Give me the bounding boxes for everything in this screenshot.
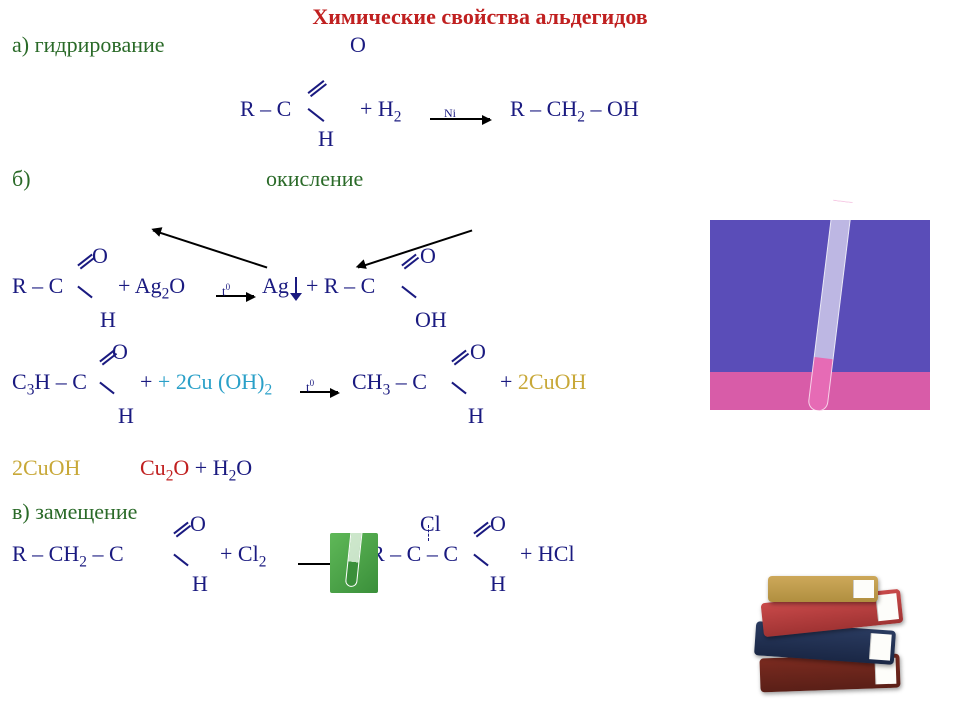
oxidation-label: окисление [266, 166, 363, 191]
ox1-downarrow-head [290, 293, 302, 301]
ox2-H1: H [118, 403, 134, 429]
ox1-ag2o-o: O [169, 273, 185, 298]
ox1-dbond2 [401, 253, 416, 266]
ox2-cuoh2: + 2Cu (OH)2 [158, 369, 272, 394]
ox1-left: R – C [12, 273, 63, 299]
page-title: Химические свойства альдегидов [0, 0, 960, 30]
hydro-right-tail: – OH [585, 96, 639, 121]
hydro-O-top: O [350, 32, 366, 58]
subst-O1: O [190, 511, 206, 537]
ox1-H1: H [100, 307, 116, 333]
subst-hcl: + HCl [520, 541, 575, 567]
ox2-H2: H [468, 403, 484, 429]
subst-left-c: – C [87, 541, 124, 566]
decomp-left: 2CuOH [12, 455, 80, 481]
ox2-ch3: CH [352, 369, 383, 394]
decomp-h2o: + H2O [189, 455, 252, 480]
ox2-O2: O [470, 339, 486, 365]
ox2-cuoh: 2CuOH [518, 369, 586, 394]
subst-rcc: R – C – C [370, 541, 458, 567]
hydro-catalyst: Ni [444, 106, 456, 121]
subst-left-sub: 2 [79, 554, 87, 571]
section-c-label: в) замещение [0, 499, 137, 524]
hydro-sbond [308, 108, 325, 122]
subst-cl2-sub: 2 [259, 554, 267, 571]
test-tube [807, 200, 853, 413]
hydro-H-bot: H [318, 126, 334, 152]
subst-H1: H [192, 571, 208, 597]
hydro-arrow: Ni [430, 118, 490, 120]
section-b-label: б) [0, 166, 31, 191]
decomp-cu2o: Cu2O [140, 455, 189, 480]
book-4 [768, 576, 878, 602]
subst-cl-bond [428, 525, 431, 541]
ox2-h-c: H – C [34, 369, 87, 394]
ox1-O1: O [92, 243, 108, 269]
subst-left: R – CH [12, 541, 79, 566]
hydro-dbond [308, 80, 325, 94]
ox1-ag: Ag [262, 273, 289, 299]
hydro-plus-h2: + H [360, 96, 394, 121]
ox2-sbond2 [451, 381, 466, 394]
ox1-plus-rc: + R – C [306, 273, 375, 299]
hydro-right: R – CH [510, 96, 577, 121]
subst-O2: O [490, 511, 506, 537]
ox2-c: – C [390, 369, 427, 394]
ox1-t: t0 [222, 282, 230, 299]
section-a-label: а) гидрирование [0, 32, 165, 57]
ox2-t: t0 [306, 378, 314, 395]
hydro-h2-sub: 2 [394, 109, 402, 126]
subst-cl2: + Cl [220, 541, 259, 566]
subst-sbond2 [473, 554, 488, 567]
small-tube-photo [330, 533, 378, 593]
ox1-ag2o-plus: + Ag [118, 273, 162, 298]
subst-sbond1 [173, 554, 188, 567]
test-tube-photo [710, 220, 930, 410]
ox2-arrow: t0 [300, 391, 338, 393]
ox1-arrow: t0 [216, 295, 254, 297]
ox1-O2: O [420, 243, 436, 269]
ox2-plus: + [140, 369, 158, 394]
ox1-sbond2 [401, 285, 416, 298]
ox2-O1: O [112, 339, 128, 365]
ox2-c3: C [12, 369, 27, 394]
hydro-right-sub: 2 [577, 109, 585, 126]
subst-H2: H [490, 571, 506, 597]
books-icon [750, 560, 910, 690]
ox1-dbond1 [77, 253, 92, 266]
ox1-OH: OH [415, 307, 447, 333]
ox2-sbond1 [99, 381, 114, 394]
ox2-plus2: + [500, 369, 518, 394]
ox1-sbond1 [77, 285, 92, 298]
hydro-left: R – C [240, 96, 291, 122]
